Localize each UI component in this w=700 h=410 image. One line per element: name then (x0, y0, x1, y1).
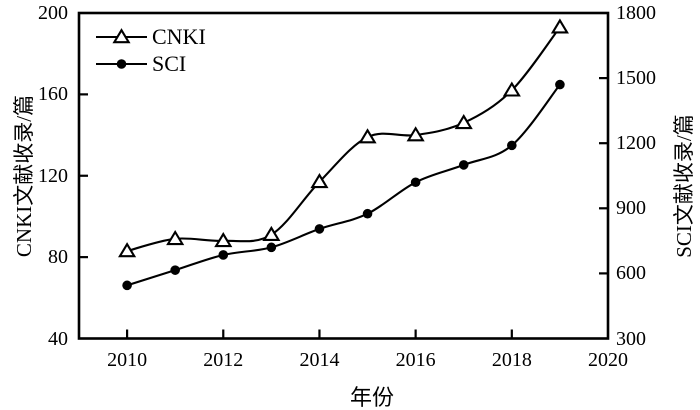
marker-triangle-cnki (214, 232, 233, 248)
marker-circle-sci (170, 265, 180, 275)
marker-circle-sci (507, 140, 517, 151)
marker-triangle-cnki (550, 18, 569, 34)
series-line-cnki (126, 26, 561, 253)
marker-triangle-cnki (262, 225, 281, 241)
marker-circle-sci (458, 160, 469, 170)
marker-triangle-cnki (454, 114, 473, 130)
marker-circle-sci (314, 224, 325, 234)
marker-circle-sci (555, 79, 565, 90)
marker-triangle-cnki (502, 81, 521, 97)
marker-circle-sci (410, 177, 421, 188)
plot-frame (77, 11, 610, 340)
legend-marker-sci (116, 59, 127, 69)
marker-triangle-cnki (406, 126, 425, 142)
marker-triangle-cnki (358, 128, 377, 144)
marker-triangle-cnki (166, 229, 185, 246)
marker-circle-sci (362, 208, 373, 219)
marker-circle-sci (218, 250, 229, 260)
marker-circle-sci (122, 280, 132, 291)
marker-triangle-cnki (310, 173, 329, 189)
legend-marker-cnki (112, 28, 131, 44)
series-line-sci (126, 83, 561, 287)
marker-triangle-cnki (118, 242, 137, 258)
marker-circle-sci (266, 242, 277, 253)
